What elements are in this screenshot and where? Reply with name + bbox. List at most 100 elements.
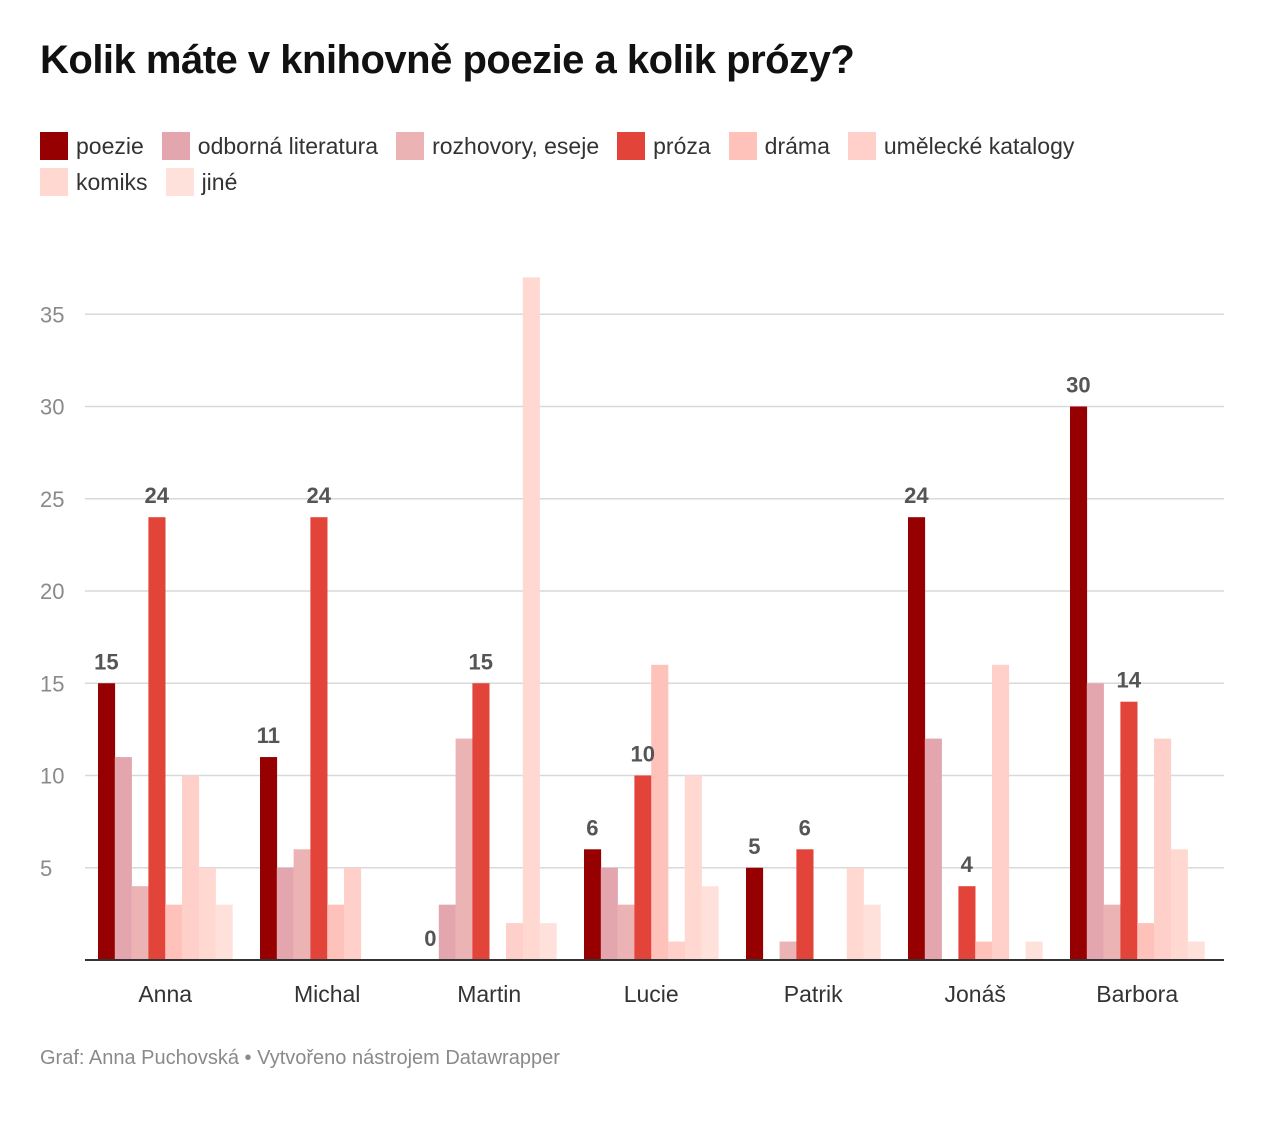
bar-anna-proza — [148, 517, 166, 960]
value-label-anna-poezie: 15 — [94, 649, 118, 674]
bar-jonas-drama — [975, 941, 993, 960]
bar-martin-proza — [472, 683, 490, 960]
bar-barbora-odborna-literatura — [1086, 683, 1104, 960]
bars — [98, 277, 1205, 961]
bar-barbora-drama — [1137, 923, 1155, 960]
bar-patrik-proza — [796, 849, 814, 960]
bar-jonas-proza — [958, 886, 976, 960]
bar-michal-odborna-literatura — [276, 867, 294, 960]
bar-lucie-proza — [634, 775, 652, 960]
legend-label-poezie: poezie — [76, 132, 144, 159]
bar-patrik-jine — [863, 904, 881, 960]
bar-barbora-poezie — [1070, 406, 1088, 960]
bar-martin-odborna-literatura — [438, 904, 456, 960]
legend-swatch-komiks — [40, 168, 68, 196]
value-labels: 15 24 11 24 0 15 6 10 5 6 24 4 30 14 — [94, 373, 1142, 952]
value-label-lucie-poezie: 6 — [586, 815, 598, 840]
bar-jonas-odborna-literatura — [924, 738, 942, 960]
value-label-martin-proza: 15 — [469, 649, 493, 674]
legend-swatch-rozhovory-eseje — [396, 132, 425, 160]
legend-item-proza: próza — [617, 132, 711, 160]
legend-row-2: komiks jiné — [40, 164, 1240, 200]
value-label-patrik-proza: 6 — [799, 815, 811, 840]
bar-martin-komiks — [522, 277, 540, 961]
bar-jonas-umelecke-katalogy — [992, 664, 1010, 960]
bar-michal-poezie — [260, 757, 278, 960]
bar-martin-umelecke-katalogy — [506, 923, 524, 960]
legend-row-1: poezie odborná literatura rozhovory, ese… — [40, 128, 1240, 164]
x-tick-label-barbora: Barbora — [1096, 981, 1178, 1007]
value-label-jonas-poezie: 24 — [904, 483, 929, 508]
x-tick-label-jonas: Jonáš — [945, 981, 1006, 1007]
bar-anna-komiks — [198, 867, 216, 960]
value-label-martin-poezie: 0 — [424, 926, 436, 951]
bar-martin-jine — [539, 923, 557, 960]
footer-credit: Graf: Anna Puchovská • Vytvořeno nástroj… — [40, 1047, 560, 1069]
bar-barbora-rozhovory-eseje — [1103, 904, 1121, 960]
bar-jonas-poezie — [908, 517, 926, 960]
bar-patrik-rozhovory-eseje — [779, 941, 797, 960]
value-label-michal-proza: 24 — [307, 483, 332, 508]
x-tick-label-anna: Anna — [138, 981, 192, 1007]
legend-item-umelecke-katalogy: umělecké katalogy — [847, 132, 1074, 160]
value-label-jonas-proza: 4 — [961, 852, 974, 877]
bar-michal-drama — [327, 904, 345, 960]
value-label-patrik-poezie: 5 — [748, 834, 760, 859]
legend-item-komiks: komiks — [40, 168, 148, 196]
bar-martin-rozhovory-eseje — [455, 738, 473, 960]
legend-label-rozhovory-eseje: rozhovory, eseje — [432, 132, 600, 159]
bar-anna-poezie — [98, 683, 116, 960]
axes: 5 10 15 20 25 30 35 Anna Michal Martin Lucie Patrik… — [40, 302, 1224, 1007]
legend-item-jine: jiné — [165, 168, 238, 196]
bar-patrik-poezie — [746, 867, 764, 960]
y-tick-label-5: 5 — [40, 856, 52, 881]
bar-chart: 5 10 15 20 25 30 35 Anna Michal Martin Lucie Patrik… — [40, 277, 1224, 1007]
legend-item-odborna-literatura: odborná literatura — [161, 132, 379, 160]
value-label-michal-poezie: 11 — [257, 723, 280, 748]
bar-michal-proza — [310, 517, 328, 960]
bar-michal-rozhovory-eseje — [293, 849, 311, 960]
x-tick-label-patrik: Patrik — [784, 981, 843, 1007]
chart-title: Kolik máte v knihovně poezie a kolik pró… — [40, 38, 855, 82]
bar-anna-drama — [165, 904, 183, 960]
bar-anna-rozhovory-eseje — [131, 886, 149, 960]
x-tick-label-michal: Michal — [294, 981, 360, 1007]
legend-swatch-drama — [728, 132, 757, 160]
y-tick-label-30: 30 — [40, 395, 64, 420]
bar-patrik-komiks — [846, 867, 864, 960]
legend: poezie odborná literatura rozhovory, ese… — [40, 128, 1240, 200]
legend-swatch-odborna-literatura — [161, 132, 190, 160]
legend-swatch-proza — [617, 132, 646, 160]
bar-lucie-jine — [701, 886, 719, 960]
bar-anna-odborna-literatura — [114, 757, 132, 960]
bar-anna-jine — [215, 904, 233, 960]
bar-michal-umelecke-katalogy — [344, 867, 362, 960]
bar-lucie-umelecke-katalogy — [668, 941, 686, 960]
legend-label-jine: jiné — [201, 168, 238, 195]
legend-item-drama: dráma — [728, 132, 830, 160]
bar-barbora-proza — [1120, 701, 1138, 960]
value-label-barbora-poezie: 30 — [1066, 373, 1090, 398]
bar-barbora-jine — [1187, 941, 1205, 960]
bar-anna-umelecke-katalogy — [182, 775, 200, 960]
value-label-anna-proza: 24 — [145, 483, 170, 508]
legend-label-odborna-literatura: odborná literatura — [197, 132, 379, 159]
legend-swatch-umelecke-katalogy — [847, 132, 876, 160]
bar-lucie-drama — [651, 664, 669, 960]
bar-lucie-poezie — [584, 849, 602, 960]
legend-item-poezie: poezie — [40, 132, 144, 160]
value-label-lucie-proza: 10 — [631, 742, 655, 767]
y-tick-label-20: 20 — [40, 579, 64, 604]
bar-lucie-rozhovory-eseje — [617, 904, 635, 960]
x-tick-label-lucie: Lucie — [624, 981, 679, 1007]
legend-swatch-poezie — [40, 132, 68, 160]
y-tick-label-15: 15 — [40, 671, 64, 696]
bar-lucie-odborna-literatura — [600, 867, 618, 960]
legend-label-drama: dráma — [764, 132, 830, 159]
bar-jonas-jine — [1025, 941, 1043, 960]
bar-barbora-komiks — [1170, 849, 1188, 960]
bar-barbora-umelecke-katalogy — [1154, 738, 1172, 960]
y-tick-label-35: 35 — [40, 302, 64, 327]
value-label-barbora-proza: 14 — [1117, 668, 1142, 693]
legend-label-komiks: komiks — [76, 168, 148, 195]
